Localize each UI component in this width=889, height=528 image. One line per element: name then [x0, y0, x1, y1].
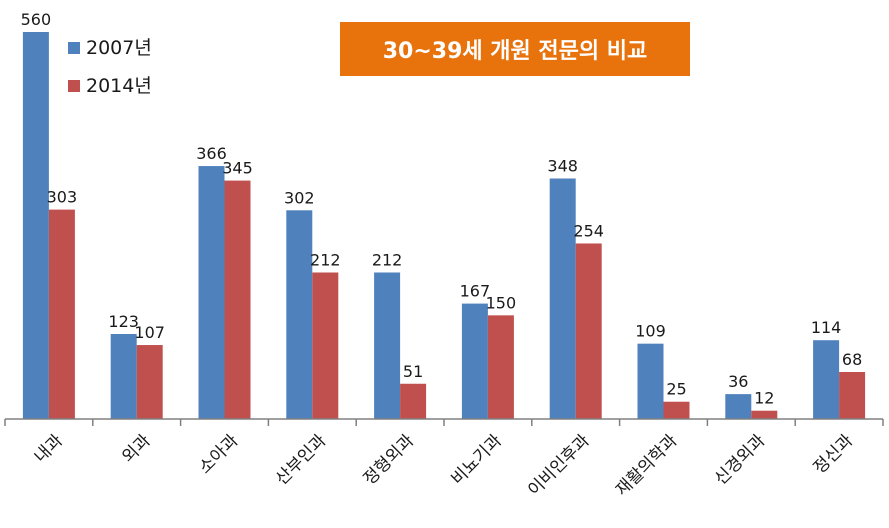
bar-s1-7	[637, 343, 664, 419]
category-label: 정형외과	[360, 431, 419, 490]
category-label: 외과	[118, 431, 155, 468]
value-label: 366	[196, 144, 227, 163]
bar-s2-6	[575, 243, 602, 419]
legend-swatch	[68, 42, 80, 54]
category-label: 정신과	[810, 431, 858, 479]
value-label: 68	[842, 350, 862, 369]
category-label: 재활의학과	[612, 431, 682, 501]
category-label: 소아과	[195, 431, 243, 479]
category-label: 내과	[31, 431, 68, 468]
bar-s1-6	[549, 178, 576, 419]
bar-s2-9	[839, 372, 866, 419]
category-labels-group: 내과 외과 소아과 산부인과 정형외과 비뇨기과 이비인후과 재활의학과 신경외과 정신과	[31, 431, 858, 501]
bar-s2-7	[663, 401, 690, 419]
value-label: 303	[47, 188, 78, 207]
bar-s1-8	[725, 394, 752, 419]
value-label: 348	[547, 157, 578, 176]
legend: 2007년 2014년	[68, 37, 152, 97]
bar-s2-2	[224, 180, 251, 419]
bar-s2-1	[136, 345, 163, 419]
chart-title: 30~39세 개원 전문의 비교	[340, 22, 690, 76]
value-label: 345	[222, 159, 253, 178]
legend-swatch	[68, 80, 80, 92]
bar-s1-1	[110, 333, 137, 419]
value-label: 114	[811, 318, 842, 337]
bar-s2-0	[48, 209, 75, 419]
category-label: 이비인후과	[524, 431, 594, 501]
value-label: 560	[21, 10, 52, 29]
value-label: 167	[460, 282, 491, 301]
value-label: 107	[134, 323, 165, 342]
category-label: 신경외과	[711, 431, 770, 490]
bar-s2-8	[751, 410, 778, 419]
bar-s1-9	[813, 340, 840, 419]
bar-s1-2	[198, 166, 225, 419]
bar-s2-3	[312, 272, 339, 419]
bars-group	[22, 32, 866, 419]
x-axis-ticks-group	[4, 419, 884, 426]
value-label: 212	[310, 250, 341, 269]
legend-label: 2007년	[86, 37, 152, 59]
bar-s1-0	[22, 32, 49, 419]
value-label: 36	[728, 372, 748, 391]
value-label: 12	[754, 389, 774, 408]
value-label: 25	[666, 380, 686, 399]
bar-s2-5	[487, 315, 514, 419]
legend-label: 2014년	[86, 75, 152, 97]
value-label: 109	[635, 322, 666, 341]
value-label: 254	[573, 221, 604, 240]
value-label: 123	[108, 312, 139, 331]
category-label: 산부인과	[272, 431, 331, 490]
value-label: 150	[486, 293, 517, 312]
bar-s1-5	[461, 303, 488, 419]
category-label: 비뇨기과	[448, 431, 507, 490]
bar-s1-3	[286, 210, 313, 419]
value-label: 51	[403, 362, 423, 381]
bar-s2-4	[400, 383, 427, 419]
bar-s1-4	[374, 272, 401, 419]
value-label: 302	[284, 188, 315, 207]
value-label: 212	[372, 250, 403, 269]
